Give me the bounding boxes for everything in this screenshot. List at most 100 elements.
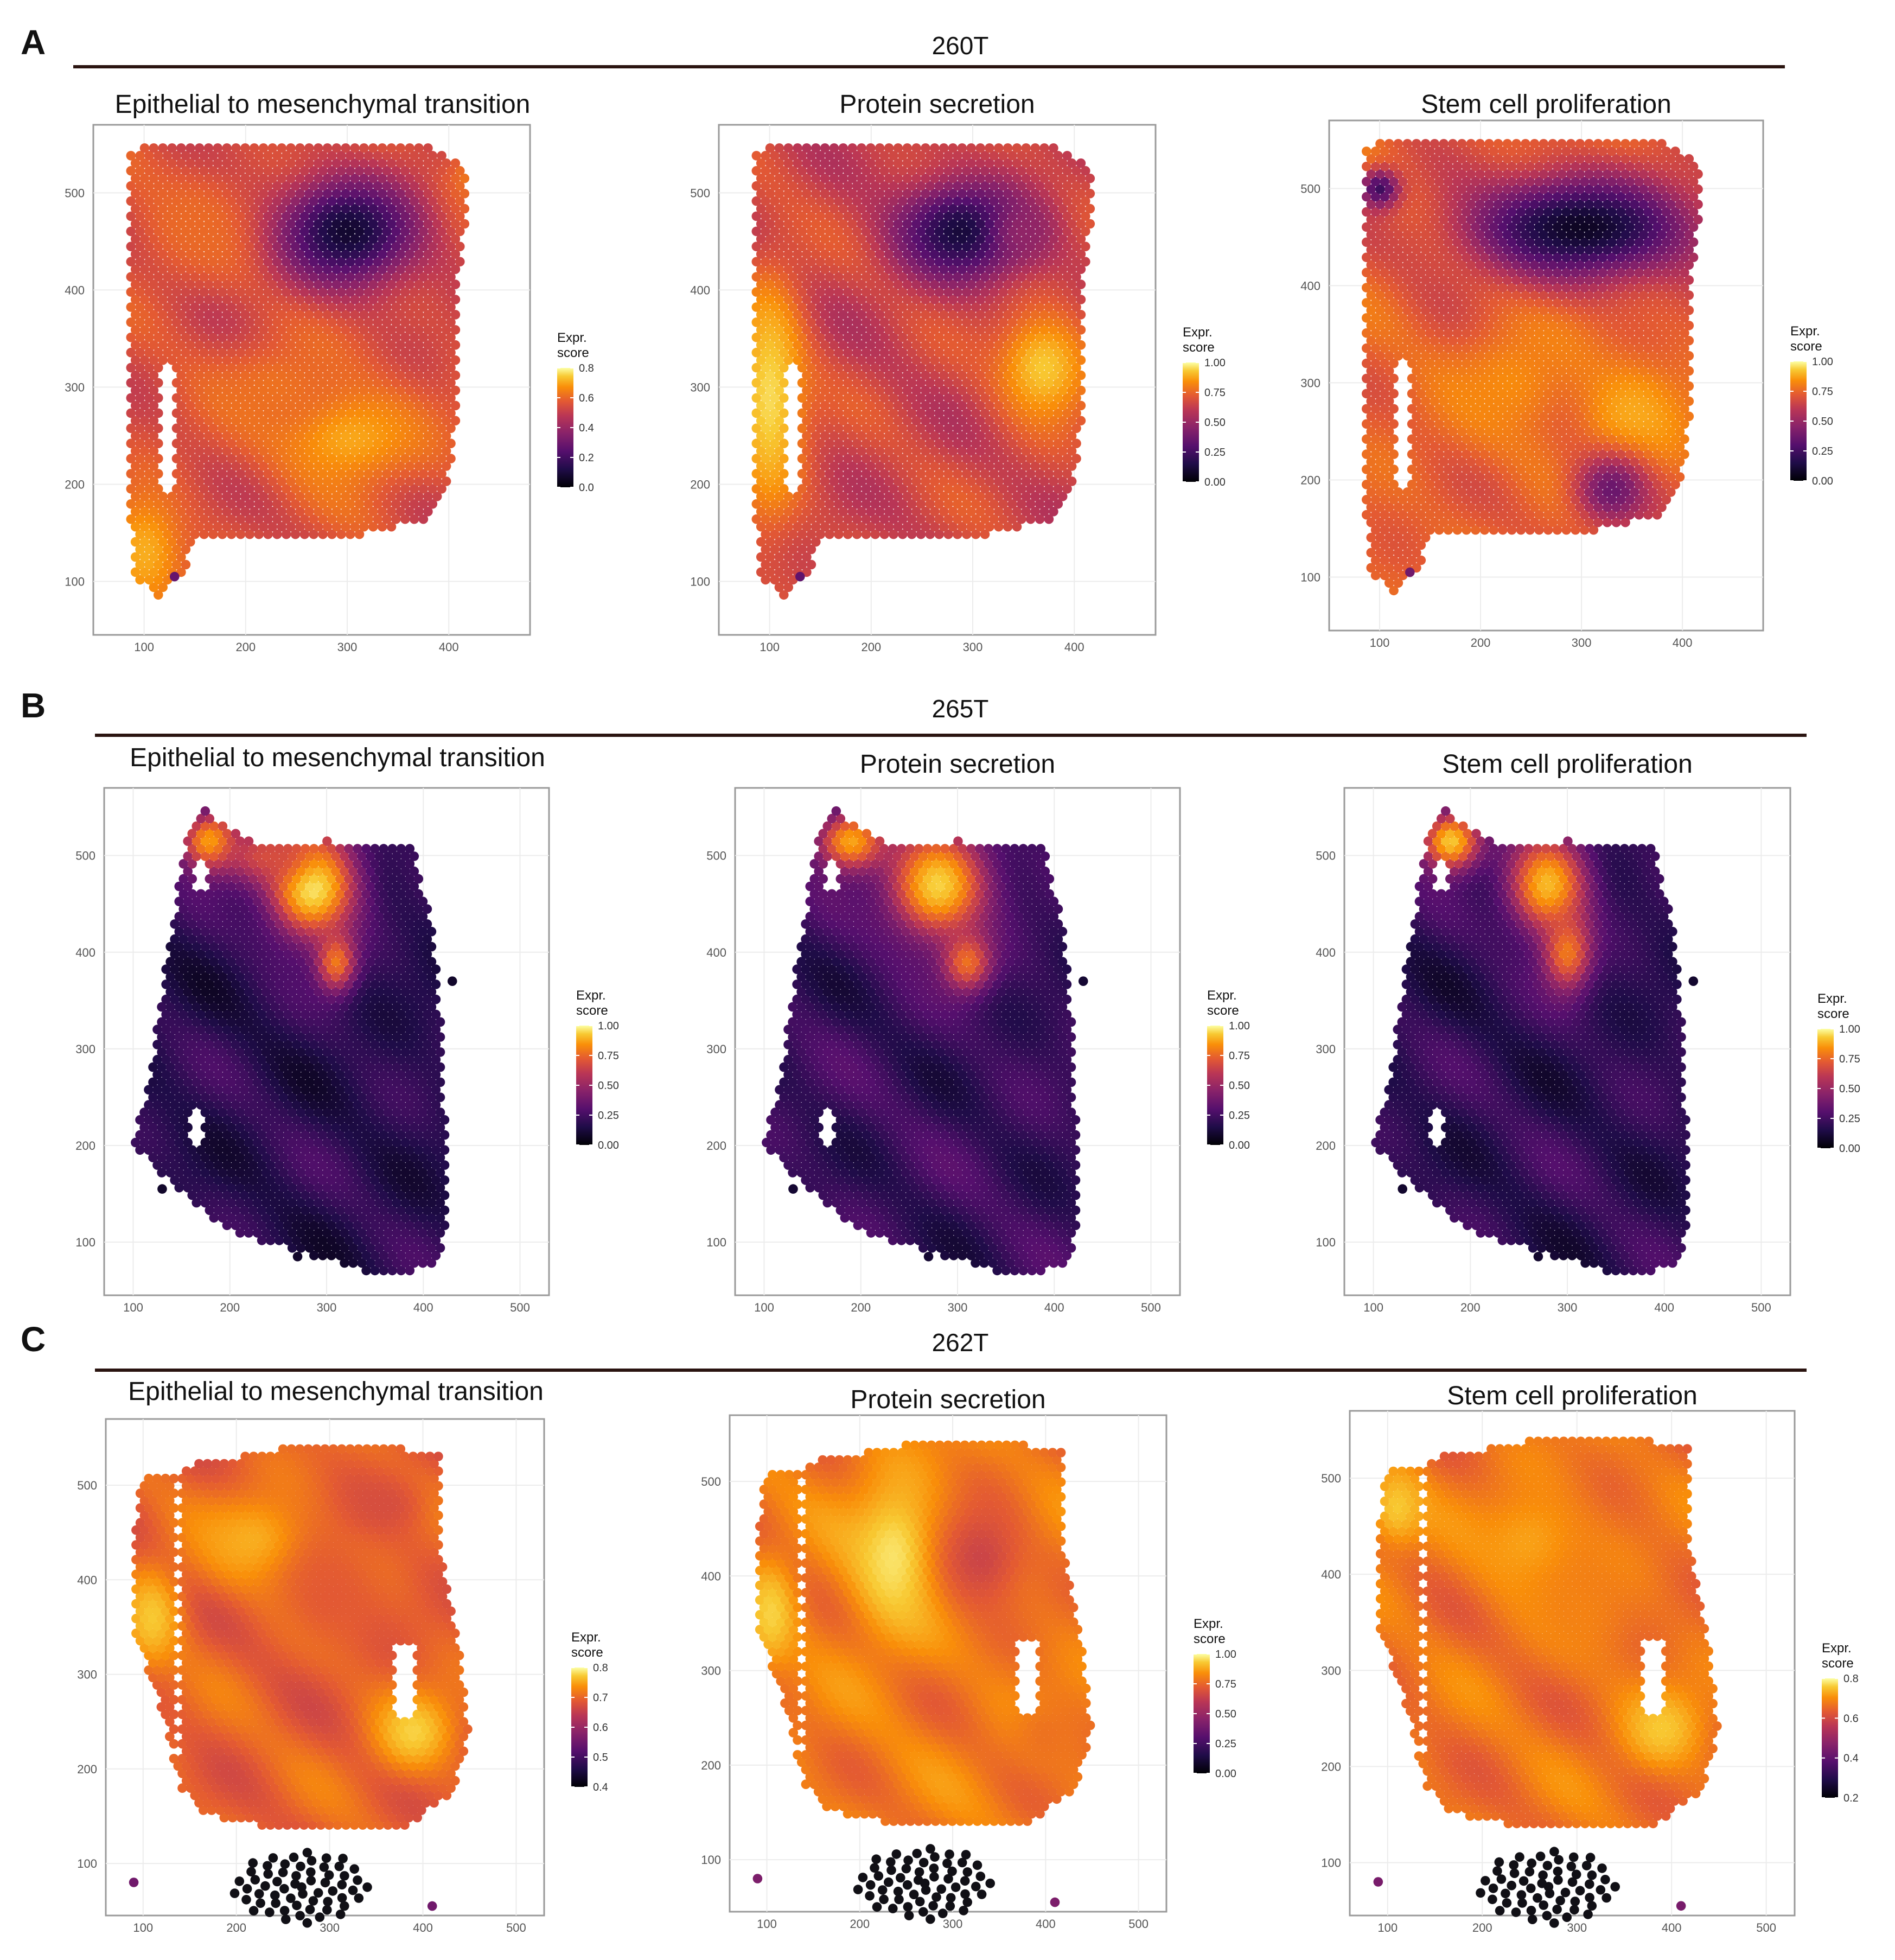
spot — [354, 469, 365, 479]
spot — [203, 143, 214, 153]
spot — [368, 476, 378, 486]
spot — [386, 143, 397, 153]
spot — [327, 484, 337, 494]
spot — [432, 446, 442, 456]
spot — [359, 461, 369, 471]
spot — [299, 499, 310, 509]
spot — [144, 454, 154, 463]
spot — [363, 454, 374, 463]
spot — [139, 567, 150, 577]
spot — [130, 521, 141, 532]
spot — [318, 529, 328, 539]
spot — [354, 514, 365, 524]
spot — [190, 499, 200, 509]
spot — [249, 521, 259, 532]
spot — [359, 521, 369, 532]
spot — [304, 507, 314, 517]
spot — [181, 469, 191, 479]
spot — [884, 143, 894, 153]
spot — [304, 476, 314, 486]
spot — [267, 461, 278, 471]
spot — [258, 446, 269, 456]
spot — [313, 143, 323, 153]
spot — [135, 438, 145, 448]
spot — [327, 514, 337, 524]
spot — [245, 499, 255, 509]
spot — [290, 514, 301, 524]
spot — [428, 469, 438, 479]
y-tick-label: 300 — [1300, 376, 1320, 390]
spot — [875, 143, 885, 153]
spot — [902, 143, 913, 153]
spot — [318, 499, 328, 509]
spot — [345, 499, 355, 509]
spot — [203, 476, 214, 486]
spot — [135, 544, 145, 555]
spot — [368, 521, 378, 532]
spot — [774, 143, 784, 153]
spot — [281, 469, 291, 479]
spot — [186, 492, 195, 501]
spot — [263, 529, 273, 539]
spot — [405, 143, 414, 153]
x-tick-label: 300 — [337, 640, 358, 654]
spot — [277, 461, 287, 471]
spot — [181, 438, 191, 448]
spot — [409, 454, 419, 463]
x-tick-label: 300 — [1572, 636, 1592, 650]
spot — [186, 537, 195, 547]
spot — [208, 438, 218, 448]
spot — [213, 492, 223, 501]
legend-tick-label: 0.25 — [1204, 447, 1226, 459]
spot — [318, 469, 328, 479]
spot — [304, 446, 314, 456]
spot — [218, 484, 227, 494]
y-tick-label: 500 — [65, 186, 85, 200]
spot — [181, 484, 191, 494]
legend-title-line1: Expr. — [1183, 325, 1213, 340]
spot — [190, 438, 200, 448]
spot — [162, 529, 173, 539]
spot — [226, 514, 237, 524]
spot — [341, 461, 350, 471]
x-tick-label: 100 — [760, 640, 780, 654]
spot — [130, 507, 141, 517]
spot — [144, 544, 154, 555]
spot — [154, 559, 163, 570]
spot — [162, 559, 173, 570]
spot — [222, 446, 232, 456]
spot — [213, 521, 223, 532]
spot — [218, 529, 227, 539]
spot — [144, 469, 154, 479]
spot — [309, 514, 318, 524]
spot — [263, 499, 273, 509]
spot — [281, 484, 291, 494]
plot-title: Epithelial to mesenchymal transition — [115, 90, 531, 119]
spot — [295, 507, 305, 517]
spot — [418, 499, 429, 509]
spot — [322, 446, 333, 456]
spot — [181, 529, 191, 539]
spot — [313, 492, 323, 501]
spot — [149, 476, 159, 486]
spot — [377, 492, 387, 501]
spot — [149, 582, 159, 593]
spot — [281, 499, 291, 509]
spot — [144, 559, 154, 570]
spot — [263, 438, 273, 448]
spot — [149, 537, 159, 547]
spot — [331, 521, 342, 532]
spot — [258, 476, 269, 486]
spot — [245, 514, 255, 524]
spot — [309, 484, 318, 494]
spot — [331, 143, 342, 153]
spot — [354, 438, 365, 448]
spot — [382, 454, 392, 463]
spot — [176, 461, 186, 471]
spot — [218, 454, 227, 463]
spot — [263, 469, 273, 479]
legend-tick-label: 0.0 — [579, 482, 594, 494]
spot — [373, 454, 382, 463]
